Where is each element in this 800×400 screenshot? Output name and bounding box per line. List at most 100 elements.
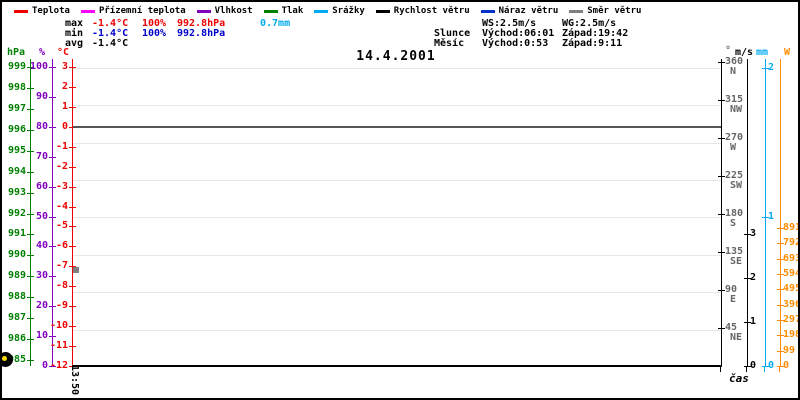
legend-swatch-icon: [14, 9, 28, 13]
axis-tick: [49, 276, 56, 277]
axis-tick: [718, 290, 725, 291]
axis-tick: [69, 127, 76, 128]
axis-tick: [777, 289, 784, 290]
axis-tick-label: 998: [7, 82, 26, 93]
axis-tick: [69, 147, 76, 148]
axis-bottom-tick: [746, 367, 747, 372]
axis-tick-label: 990: [7, 249, 26, 260]
axis-tick: [69, 187, 76, 188]
axis-tick-label: 997: [7, 103, 26, 114]
axis-tick-label: 987: [7, 312, 26, 323]
stats-min-pressure: 992.8hPa: [177, 28, 226, 39]
axis-tick: [49, 336, 56, 337]
axis-tick-label: 20: [35, 300, 48, 311]
axis-tick-label: 994: [7, 166, 26, 177]
axis-tick-label: 198: [783, 329, 800, 340]
stats-max-label: max: [65, 18, 84, 29]
legend-item: Směr větru: [569, 6, 641, 16]
axis-tick: [27, 360, 34, 361]
axis-tick: [762, 366, 769, 367]
axis-tick: [69, 226, 76, 227]
axis-tick: [69, 346, 76, 347]
axis-tick: [27, 130, 34, 131]
sun-label: Slunce: [434, 28, 471, 39]
axis-tick-label: 594: [783, 268, 800, 279]
humidity-axis-unit: %: [39, 47, 46, 58]
pressure-axis-unit: hPa: [7, 47, 26, 58]
axis-tick-label: 45: [725, 322, 738, 333]
axis-tick: [718, 214, 725, 215]
axis-tick: [49, 97, 56, 98]
axis-tick-label: 0: [61, 121, 68, 132]
axis-tick-label: -3: [55, 181, 68, 192]
legend-swatch-icon: [263, 9, 278, 13]
axis-tick-label: 315: [725, 94, 744, 105]
axis-tick: [69, 286, 76, 287]
axis-tick-label: 2: [768, 62, 775, 73]
legend-item: Rychlost větru: [375, 6, 470, 16]
axis-tick: [718, 62, 725, 63]
axis-tick-label: 90: [725, 284, 738, 295]
axis-tick-label: 995: [7, 145, 26, 156]
axis-tick: [27, 234, 34, 235]
wind-direction-axis-unit: °: [725, 45, 732, 56]
moon-lit-sliver: [2, 356, 7, 361]
axis-tick-label: -9: [55, 300, 68, 311]
axis-tick-label: 986: [7, 333, 26, 344]
axis-tick-label: 297: [783, 314, 800, 325]
axis-tick: [49, 246, 56, 247]
pressure-axis-line: [30, 59, 31, 366]
gridline: [73, 105, 721, 106]
axis-tick-label: 80: [35, 121, 48, 132]
stats-max-pressure: 992.8hPa: [177, 18, 226, 29]
wind-gust-stat: WG:2.5m/s: [562, 18, 617, 29]
axis-tick-label: 0: [750, 360, 757, 371]
gridline: [73, 255, 721, 256]
axis-tick-label: 2: [61, 81, 68, 92]
axis-tick: [27, 339, 34, 340]
axis-tick-label: 225: [725, 170, 744, 181]
axis-tick-label: 693: [783, 253, 800, 264]
axis-tick: [49, 157, 56, 158]
stats-min-temperature: -1.4°C: [92, 28, 129, 39]
axis-tick: [744, 366, 751, 367]
axis-tick: [718, 138, 725, 139]
axis-tick-label: -12: [49, 360, 68, 371]
sunset-time: Západ:19:42: [562, 28, 629, 39]
axis-bottom-tick: [720, 367, 721, 372]
axis-tick-label: -2: [55, 161, 68, 172]
axis-tick-label: 1: [61, 101, 68, 112]
legend: Teplota Přízemní teplota Vlhkost Tlak Srážky…: [14, 6, 641, 16]
axis-tick-label: 991: [7, 228, 26, 239]
axis-tick-label: 891: [783, 222, 800, 233]
axis-tick-direction-label: NE: [730, 332, 743, 343]
gridline: [73, 330, 721, 331]
stats-row-min: min -1.4°C 100% 992.8hPa: [65, 29, 290, 39]
axis-tick-direction-label: W: [730, 142, 737, 153]
radiation-axis-line: [780, 59, 781, 366]
axis-tick: [777, 228, 784, 229]
axis-tick-label: 0: [768, 360, 775, 371]
axis-tick: [777, 335, 784, 336]
axis-tick: [27, 318, 34, 319]
axis-tick: [49, 67, 56, 68]
legend-item: Srážky: [314, 6, 365, 16]
legend-item: Vlhkost: [196, 6, 253, 16]
axis-tick: [69, 246, 76, 247]
stats-max-rain: 0.7mm: [260, 18, 291, 29]
axis-tick-label: 992: [7, 208, 26, 219]
axis-tick-label: 996: [7, 124, 26, 135]
axis-tick: [49, 366, 56, 367]
zero-degree-line: [73, 126, 721, 128]
legend-item: Přízemní teplota: [80, 6, 186, 16]
axis-tick-label: 360: [725, 56, 744, 67]
axis-tick: [777, 351, 784, 352]
axis-tick-label: -5: [55, 220, 68, 231]
stats-row-avg: avg -1.4°C: [65, 39, 290, 49]
axis-tick-label: 70: [35, 151, 48, 162]
legend-item-label: Přízemní teplota: [98, 6, 186, 16]
axis-tick: [27, 193, 34, 194]
axis-tick-label: 270: [725, 132, 744, 143]
axis-tick: [777, 366, 784, 367]
